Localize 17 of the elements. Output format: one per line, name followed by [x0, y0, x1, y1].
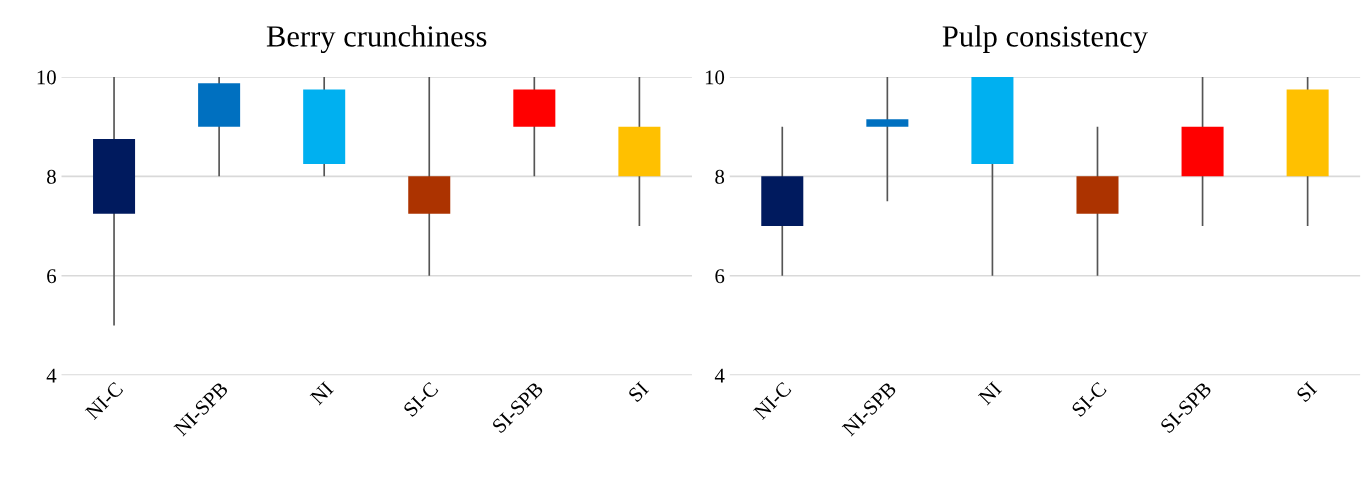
- y-tick-label: 10: [37, 70, 56, 85]
- x-tick-label: NI: [309, 381, 334, 406]
- x-tick-label: SI: [1295, 381, 1318, 403]
- candlestick: [866, 76, 909, 203]
- x-tick-label: SI-C: [1071, 381, 1108, 418]
- x-tick-label: NI: [977, 381, 1003, 406]
- y-tick-label: 4: [46, 368, 57, 383]
- x-tick-label: SI: [627, 381, 650, 403]
- y-tick-label: 6: [47, 269, 57, 284]
- chart-title: Pulp consistency: [942, 25, 1148, 53]
- x-tick-label: SI-C: [402, 381, 439, 418]
- y-tick-label: 8: [715, 169, 725, 184]
- y-tick-label: 6: [715, 269, 725, 284]
- y-tick-label: 8: [47, 169, 56, 184]
- chart-title: Berry crunchiness: [266, 25, 487, 53]
- y-tick-label: 4: [714, 368, 725, 383]
- y-tick-label: 10: [705, 70, 725, 85]
